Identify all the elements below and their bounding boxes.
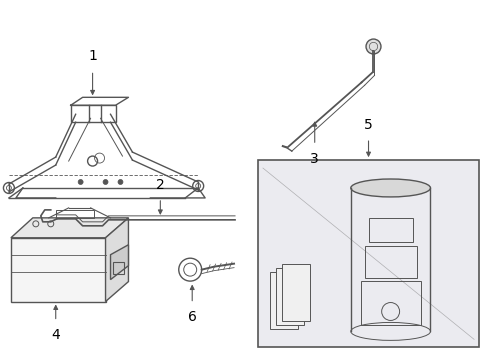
Polygon shape bbox=[282, 264, 310, 321]
Ellipse shape bbox=[351, 179, 431, 197]
Bar bbox=[56, 210, 94, 218]
Bar bbox=[368, 218, 413, 242]
Bar bbox=[258, 160, 479, 347]
Circle shape bbox=[78, 180, 83, 184]
Bar bbox=[113, 262, 124, 274]
Polygon shape bbox=[270, 272, 298, 329]
Text: 1: 1 bbox=[88, 49, 97, 63]
Text: 6: 6 bbox=[188, 310, 196, 324]
Polygon shape bbox=[105, 218, 128, 302]
Polygon shape bbox=[11, 238, 105, 302]
Bar bbox=[365, 246, 416, 278]
Bar bbox=[361, 280, 420, 325]
Text: 3: 3 bbox=[310, 152, 319, 166]
Circle shape bbox=[118, 180, 123, 184]
Text: 5: 5 bbox=[364, 118, 373, 132]
Polygon shape bbox=[11, 218, 128, 238]
Text: 4: 4 bbox=[51, 328, 60, 342]
Polygon shape bbox=[276, 268, 304, 325]
Circle shape bbox=[103, 180, 108, 184]
Text: 2: 2 bbox=[156, 178, 165, 192]
Polygon shape bbox=[111, 245, 128, 280]
Circle shape bbox=[366, 39, 381, 54]
